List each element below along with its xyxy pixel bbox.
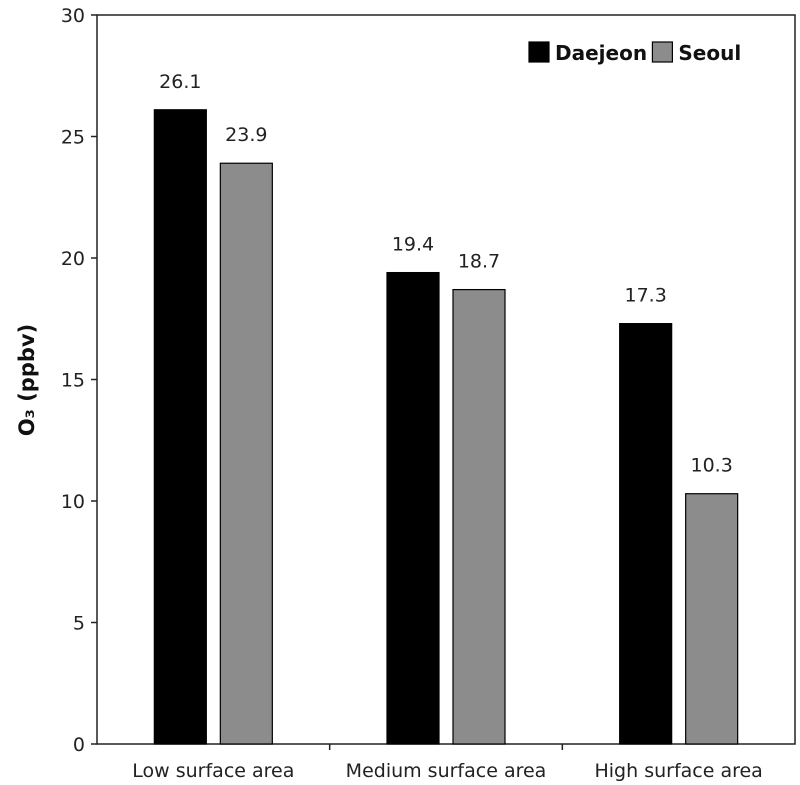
- bar-seoul-1: [219, 162, 273, 745]
- y-tick-label: 25: [61, 127, 85, 149]
- bar-daejeon-2: [386, 271, 440, 745]
- bar-daejeon-3: [619, 323, 673, 745]
- y-tick-label: 5: [73, 613, 85, 635]
- legend-swatch-daejeon: [528, 41, 550, 63]
- y-axis-label: O₃ (ppbv): [15, 324, 39, 436]
- data-label-daejeon-1: 26.1: [159, 71, 201, 93]
- legend: Daejeon Seoul: [528, 41, 741, 65]
- data-label-daejeon-3: 17.3: [625, 285, 667, 307]
- data-label-daejeon-2: 19.4: [392, 234, 434, 256]
- y-tick-label: 30: [61, 5, 85, 27]
- x-category-label: Low surface area: [132, 760, 294, 782]
- bar-seoul-3: [685, 493, 739, 745]
- plot-area: 0 5 10 15 20 25 30 26.1 23.9 Low surface area 19.4…: [61, 5, 796, 782]
- bar-seoul-2: [452, 288, 506, 745]
- legend-label-seoul: Seoul: [678, 41, 741, 65]
- data-label-seoul-1: 23.9: [225, 124, 267, 146]
- data-label-seoul-3: 10.3: [691, 455, 733, 477]
- legend-swatch-seoul: [651, 41, 674, 63]
- bar-daejeon-1: [153, 109, 207, 745]
- x-category-label: High surface area: [594, 760, 762, 782]
- y-tick-label: 10: [61, 491, 85, 513]
- y-tick-label: 20: [61, 248, 85, 270]
- y-tick-label: 0: [73, 734, 85, 756]
- legend-label-daejeon: Daejeon: [555, 41, 647, 65]
- x-category-label: Medium surface area: [346, 760, 547, 782]
- data-label-seoul-2: 18.7: [458, 251, 500, 273]
- y-tick-label: 15: [61, 370, 85, 392]
